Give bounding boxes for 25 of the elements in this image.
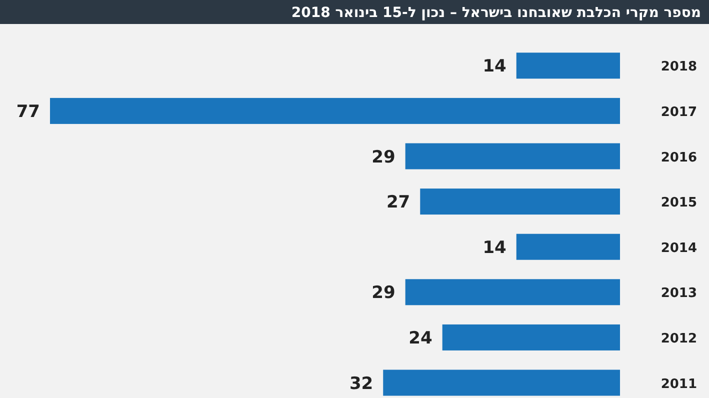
bar [516, 52, 620, 79]
data-label: 14 [482, 238, 507, 258]
data-label: 29 [372, 283, 396, 304]
bar [516, 234, 620, 260]
y-tick-label: 2013 [660, 286, 697, 302]
bar [405, 143, 620, 170]
bar [442, 324, 620, 350]
y-tick-label: 2011 [660, 376, 697, 392]
y-tick-label: 2014 [660, 240, 697, 256]
y-tick-label: 2017 [660, 104, 697, 120]
y-tick-label: 2015 [660, 196, 697, 211]
chart-title: מספר מקרי הכלבת שאובחנו בישראל – נכון ל-15 בינואר 2018 [291, 5, 701, 21]
data-label: 14 [482, 56, 507, 77]
y-tick-label: 2012 [660, 331, 697, 346]
data-label: 27 [386, 192, 410, 213]
bar [405, 279, 620, 306]
bar [420, 188, 620, 215]
data-label: 32 [349, 374, 374, 394]
data-label: 77 [16, 102, 40, 122]
bar [50, 98, 620, 124]
y-tick-label: 2016 [660, 150, 697, 166]
bar [383, 370, 620, 396]
y-tick-label: 2018 [660, 60, 697, 75]
data-label: 29 [372, 147, 396, 168]
data-label: 24 [408, 328, 432, 348]
